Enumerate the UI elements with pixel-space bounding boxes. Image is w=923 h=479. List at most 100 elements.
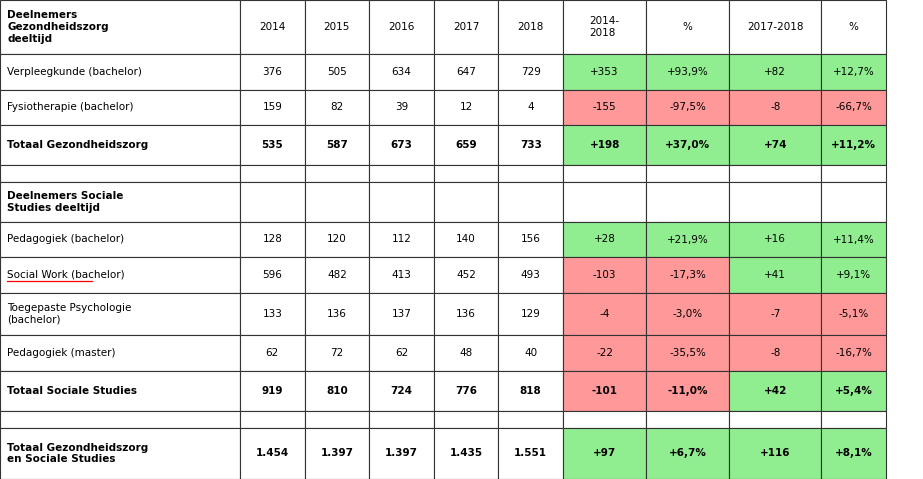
Text: 724: 724 xyxy=(390,386,413,396)
Bar xyxy=(240,165,305,182)
Bar xyxy=(563,54,646,90)
Bar xyxy=(434,411,498,428)
Text: 634: 634 xyxy=(391,67,412,77)
Bar xyxy=(821,54,886,90)
Text: +8,1%: +8,1% xyxy=(835,448,872,458)
Text: Deelnemers
Gezondheidszorg
deeltijd: Deelnemers Gezondheidszorg deeltijd xyxy=(7,11,109,44)
Bar xyxy=(729,293,821,335)
Text: +42: +42 xyxy=(763,386,787,396)
Text: 482: 482 xyxy=(327,270,347,280)
Bar xyxy=(646,0,729,54)
Bar xyxy=(563,293,646,335)
Text: %: % xyxy=(683,22,692,32)
Text: 112: 112 xyxy=(391,235,412,244)
Bar xyxy=(646,335,729,371)
Bar xyxy=(305,293,369,335)
Text: +353: +353 xyxy=(591,67,618,77)
Text: +12,7%: +12,7% xyxy=(833,67,875,77)
Text: -103: -103 xyxy=(593,270,617,280)
Text: 1.397: 1.397 xyxy=(385,448,418,458)
Bar xyxy=(729,411,821,428)
Bar xyxy=(821,182,886,222)
Text: -5,1%: -5,1% xyxy=(839,309,869,319)
Text: Pedagogiek (bachelor): Pedagogiek (bachelor) xyxy=(7,235,125,244)
Text: 2014: 2014 xyxy=(259,22,285,32)
Text: +21,9%: +21,9% xyxy=(666,235,709,244)
Bar xyxy=(821,257,886,293)
Bar xyxy=(305,222,369,257)
Bar xyxy=(498,371,563,411)
Bar xyxy=(434,428,498,479)
Bar xyxy=(240,257,305,293)
Text: 62: 62 xyxy=(266,348,279,358)
Text: 659: 659 xyxy=(455,140,477,150)
Text: 128: 128 xyxy=(262,235,282,244)
Text: 1.397: 1.397 xyxy=(320,448,354,458)
Text: Verpleegkunde (bachelor): Verpleegkunde (bachelor) xyxy=(7,67,142,77)
Text: Totaal Gezondheidszorg
en Sociale Studies: Totaal Gezondheidszorg en Sociale Studie… xyxy=(7,443,149,464)
Text: +5,4%: +5,4% xyxy=(834,386,873,396)
Text: -8: -8 xyxy=(770,348,781,358)
Text: 596: 596 xyxy=(262,270,282,280)
Text: Deelnemers Sociale
Studies deeltijd: Deelnemers Sociale Studies deeltijd xyxy=(7,191,124,213)
Bar xyxy=(369,293,434,335)
Text: -7: -7 xyxy=(770,309,781,319)
Text: 39: 39 xyxy=(395,102,408,112)
Bar xyxy=(305,0,369,54)
Bar xyxy=(240,125,305,165)
Bar xyxy=(305,371,369,411)
Text: -11,0%: -11,0% xyxy=(667,386,708,396)
Bar xyxy=(240,0,305,54)
Bar xyxy=(369,335,434,371)
Bar xyxy=(498,257,563,293)
Bar xyxy=(729,222,821,257)
Bar xyxy=(369,371,434,411)
Text: 133: 133 xyxy=(262,309,282,319)
Bar xyxy=(240,411,305,428)
Bar xyxy=(434,165,498,182)
Text: 729: 729 xyxy=(521,67,541,77)
Bar xyxy=(729,335,821,371)
Bar xyxy=(305,182,369,222)
Text: +16: +16 xyxy=(764,235,786,244)
Bar xyxy=(729,182,821,222)
Text: -97,5%: -97,5% xyxy=(669,102,706,112)
Bar xyxy=(0,165,240,182)
Text: Totaal Sociale Studies: Totaal Sociale Studies xyxy=(7,386,138,396)
Bar xyxy=(240,293,305,335)
Text: 1.454: 1.454 xyxy=(256,448,289,458)
Bar xyxy=(240,222,305,257)
Bar xyxy=(646,428,729,479)
Bar xyxy=(0,293,240,335)
Bar xyxy=(369,90,434,125)
Text: 535: 535 xyxy=(261,140,283,150)
Text: 159: 159 xyxy=(262,102,282,112)
Bar xyxy=(240,335,305,371)
Bar xyxy=(646,411,729,428)
Text: 62: 62 xyxy=(395,348,408,358)
Bar xyxy=(240,371,305,411)
Text: 2017-2018: 2017-2018 xyxy=(747,22,804,32)
Bar xyxy=(498,90,563,125)
Text: +116: +116 xyxy=(760,448,791,458)
Bar xyxy=(369,54,434,90)
Bar xyxy=(563,182,646,222)
Text: 4: 4 xyxy=(527,102,534,112)
Text: 140: 140 xyxy=(456,235,476,244)
Bar xyxy=(563,428,646,479)
Bar xyxy=(729,257,821,293)
Text: 919: 919 xyxy=(261,386,283,396)
Bar xyxy=(498,428,563,479)
Bar xyxy=(0,54,240,90)
Text: 776: 776 xyxy=(455,386,477,396)
Text: +9,1%: +9,1% xyxy=(836,270,871,280)
Bar xyxy=(563,222,646,257)
Bar xyxy=(821,222,886,257)
Bar xyxy=(563,335,646,371)
Bar xyxy=(434,54,498,90)
Text: -22: -22 xyxy=(596,348,613,358)
Bar xyxy=(434,0,498,54)
Bar xyxy=(498,165,563,182)
Text: +82: +82 xyxy=(764,67,786,77)
Bar xyxy=(434,125,498,165)
